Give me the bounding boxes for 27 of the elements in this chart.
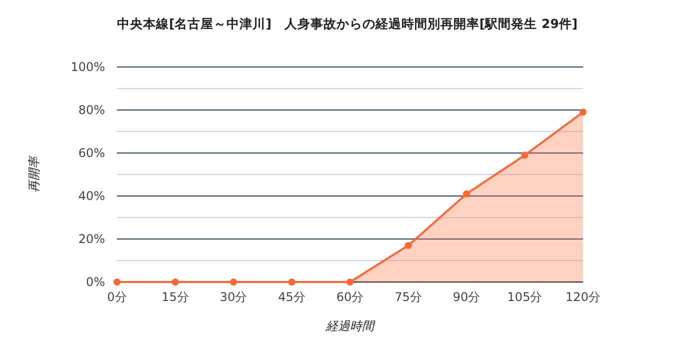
point [288,278,296,286]
y-tick-label: 60% [78,146,105,160]
x-axis-title: 経過時間 [325,319,376,333]
y-axis-title: 再開率 [27,154,41,192]
x-tick-label: 30分 [220,290,248,304]
point [346,278,354,286]
y-tick-label: 100% [70,60,105,74]
x-tick-label: 0分 [107,290,127,304]
y-tick-label: 20% [78,232,105,246]
x-tick-label: 60分 [336,290,364,304]
point [172,278,179,286]
x-tick-label: 105分 [507,290,542,304]
x-tick-label: 75分 [394,290,422,304]
x-tick-label: 15分 [162,290,189,304]
chart-title: 中央本線[名古屋～中津川] 人身事故からの経過時間別再開率[駅間発生 29件] [117,16,578,31]
x-tick-label: 45分 [278,290,306,304]
point [230,278,237,286]
x-tick-label: 120分 [566,290,600,304]
point [463,190,470,198]
point [404,242,412,249]
y-tick-label: 40% [78,189,105,203]
y-tick-label: 80% [78,103,105,117]
point [580,108,586,116]
point [114,278,120,286]
x-tick-label: 90分 [452,290,480,304]
y-tick-label: 0% [86,275,105,289]
point [521,152,528,159]
